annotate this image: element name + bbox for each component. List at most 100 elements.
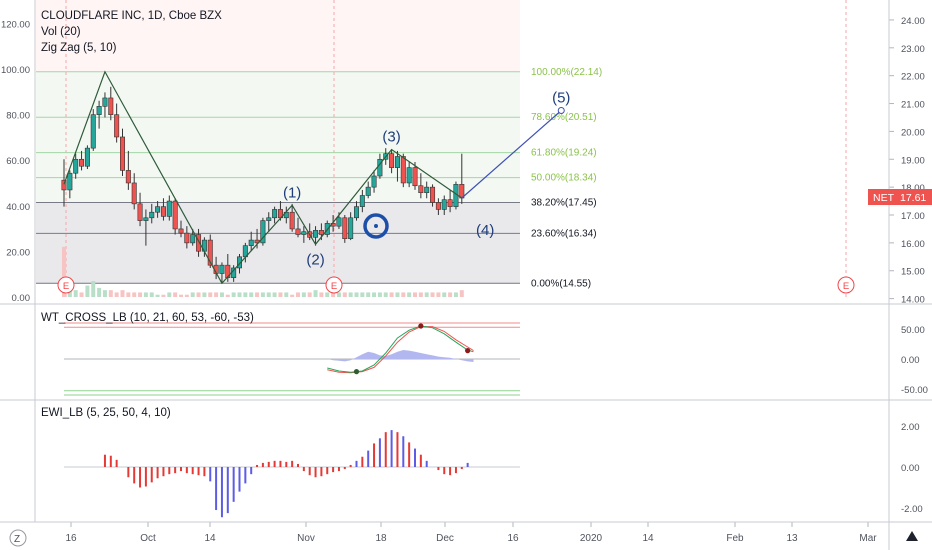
wave-label: (3) <box>382 129 400 146</box>
candle-body[interactable] <box>301 231 307 235</box>
candle-body[interactable] <box>108 97 114 115</box>
candle-body[interactable] <box>406 167 412 184</box>
candle-body[interactable] <box>237 256 243 269</box>
candle-body[interactable] <box>219 264 225 274</box>
volume-bar <box>336 292 341 297</box>
candle-body[interactable] <box>196 234 202 252</box>
candle-body[interactable] <box>412 167 418 187</box>
volume-bar <box>395 292 400 297</box>
candle-body[interactable] <box>90 114 96 149</box>
wt-cross-dot[interactable] <box>465 348 471 354</box>
right-axis-tick: 19.00 <box>901 155 925 166</box>
candle-body[interactable] <box>166 200 172 217</box>
candle-body[interactable] <box>342 217 348 239</box>
earnings-event-marker[interactable] <box>325 276 343 294</box>
volume-bar <box>97 287 102 297</box>
time-axis-label: 14 <box>642 533 654 544</box>
candle-body[interactable] <box>137 203 143 221</box>
candle-body[interactable] <box>336 217 342 227</box>
volume-bar <box>167 292 172 297</box>
candle-body[interactable] <box>389 153 395 168</box>
candle-body[interactable] <box>435 202 441 210</box>
volume-bar <box>120 290 125 297</box>
candle-body[interactable] <box>67 172 73 191</box>
volume-bar <box>348 292 353 297</box>
candle-body[interactable] <box>348 217 354 239</box>
candle-body[interactable] <box>365 186 371 196</box>
candle-body[interactable] <box>318 230 324 235</box>
candle-body[interactable] <box>73 158 79 174</box>
ewi-title[interactable]: EWI_LB (5, 25, 50, 4, 10) <box>41 407 171 419</box>
volume-bar <box>161 294 166 297</box>
candle-body[interactable] <box>353 206 359 219</box>
candle-body[interactable] <box>266 217 272 221</box>
earnings-event-marker[interactable] <box>57 276 75 294</box>
candle-body[interactable] <box>441 199 447 210</box>
time-axis-label: Dec <box>436 533 454 544</box>
wt-cross-title[interactable]: WT_CROSS_LB (10, 21, 60, 53, -60, -53) <box>41 312 254 324</box>
candle-body[interactable] <box>418 185 424 194</box>
tradingview-logo-icon[interactable] <box>906 531 918 541</box>
ewi-axis-tick: 2.00 <box>901 422 920 433</box>
candle-body[interactable] <box>190 234 196 244</box>
candle-body[interactable] <box>172 200 178 230</box>
candle-body[interactable] <box>184 232 190 244</box>
candle-body[interactable] <box>149 211 155 219</box>
candle-body[interactable] <box>155 206 161 213</box>
candle-body[interactable] <box>371 175 377 188</box>
candle-body[interactable] <box>272 209 278 219</box>
projection-endpoint[interactable] <box>557 107 565 115</box>
earnings-event-marker[interactable] <box>837 276 855 294</box>
fib-level-label: 38.20%(17.45) <box>531 197 597 208</box>
candle-body[interactable] <box>120 136 126 171</box>
indicator-label-vol[interactable]: Vol (20) <box>41 26 81 38</box>
candle-body[interactable] <box>359 195 365 207</box>
volume-bar <box>249 292 254 297</box>
price-label-value: 17.61 <box>900 192 926 204</box>
price-label-symbol: NET <box>873 192 895 204</box>
wt-cross-dot[interactable] <box>418 323 424 329</box>
left-axis-tick: 100.00 <box>1 65 30 76</box>
volume-bar <box>413 292 417 297</box>
candle-body[interactable] <box>125 170 131 184</box>
time-axis-label: Mar <box>859 533 877 544</box>
volume-bar <box>430 292 435 297</box>
volume-bar <box>231 292 236 297</box>
wt-cross-dot[interactable] <box>353 369 360 375</box>
candle-body[interactable] <box>260 220 266 244</box>
candle-body[interactable] <box>400 156 406 184</box>
candle-body[interactable] <box>313 230 319 238</box>
candle-body[interactable] <box>248 239 254 246</box>
candle-body[interactable] <box>394 156 400 168</box>
volume-bar <box>214 292 219 297</box>
timezone-icon[interactable] <box>9 529 27 547</box>
candle-body[interactable] <box>114 114 120 138</box>
candle-body[interactable] <box>61 179 67 191</box>
fib-level-label: 0.00%(14.55) <box>531 278 591 289</box>
volume-bar <box>290 294 295 297</box>
candle-body[interactable] <box>424 186 430 194</box>
candle-body[interactable] <box>84 147 90 167</box>
volume-bar <box>132 292 137 297</box>
candle-body[interactable] <box>430 186 436 203</box>
wt1-line <box>327 325 474 373</box>
candle-body[interactable] <box>447 199 453 207</box>
right-axis-tick: 14.00 <box>901 295 925 306</box>
candle-body[interactable] <box>225 264 231 279</box>
wave-projection-line <box>461 110 562 199</box>
candle-body[interactable] <box>96 106 102 115</box>
candle-body[interactable] <box>295 228 301 235</box>
candle-body[interactable] <box>160 206 166 217</box>
candle-body[interactable] <box>143 217 149 221</box>
candle-body[interactable] <box>178 228 184 234</box>
fib-upper-zone <box>36 71 520 203</box>
candle-body[interactable] <box>207 239 213 266</box>
candle-body[interactable] <box>102 97 108 107</box>
candle-body[interactable] <box>289 211 295 230</box>
candle-body[interactable] <box>131 182 137 205</box>
indicator-label-zigzag[interactable]: Zig Zag (5, 10) <box>41 42 117 54</box>
candle-body[interactable] <box>79 158 85 167</box>
fib-level-label: 100.00%(22.14) <box>531 67 602 78</box>
